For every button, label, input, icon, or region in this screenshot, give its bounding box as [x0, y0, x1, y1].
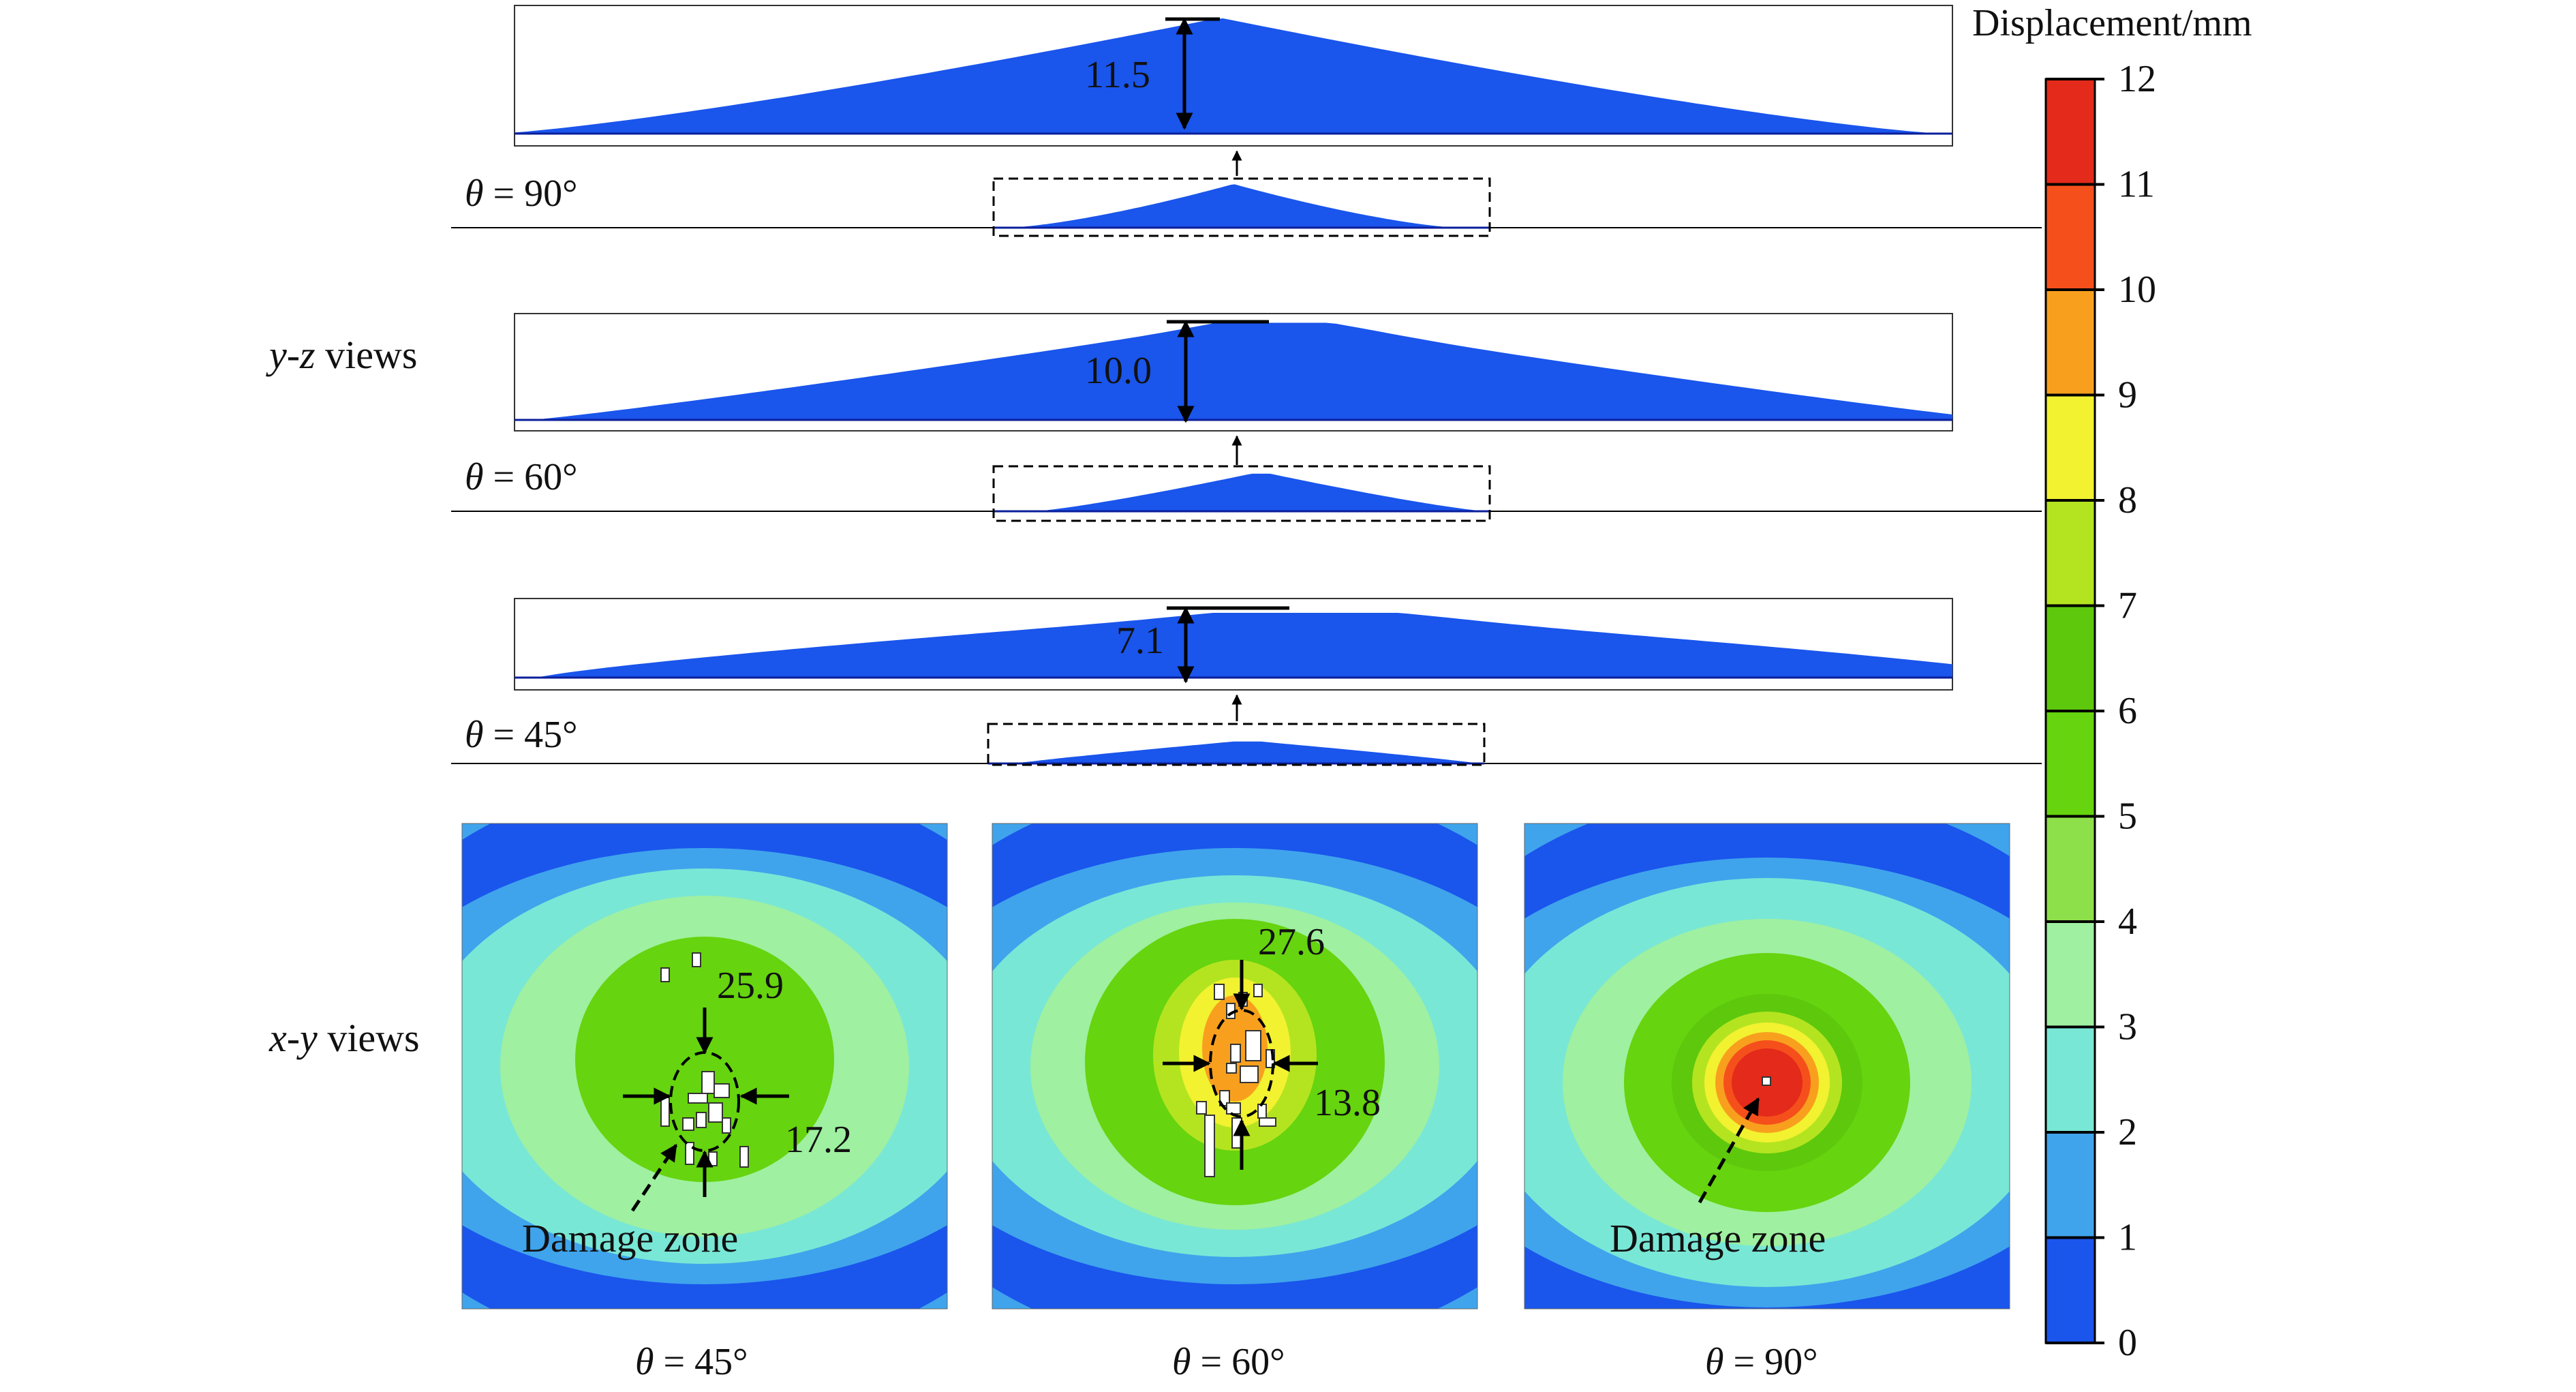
xy-contour: [1524, 823, 2010, 1309]
damage-pointer: [1698, 1097, 1760, 1204]
yz-views-label: y-z views: [266, 333, 417, 377]
xy-contour: [992, 823, 1477, 1309]
colorbar-title: Displacement/mm: [1972, 2, 2252, 44]
colorbar-tick-label: 12: [2118, 58, 2156, 100]
measure-value: 7.1: [1116, 620, 1164, 662]
colorbar-band: [2046, 500, 2095, 606]
contour-band: [515, 613, 1952, 678]
contour-band: [994, 184, 1490, 228]
colorbar-tick-label: 6: [2118, 690, 2137, 732]
theta-label: θ = 90°: [465, 172, 578, 215]
colorbar-tick-label: 9: [2118, 374, 2137, 417]
theta-label: θ = 60°: [465, 456, 578, 498]
contour-level: [575, 937, 834, 1182]
contour-band: [515, 18, 1952, 134]
xy-contour: [462, 823, 947, 1309]
theta-label: θ = 60°: [1172, 1341, 1285, 1383]
zoom-box: [992, 465, 1491, 522]
colorbar-band: [2046, 1132, 2095, 1238]
colorbar-band: [2046, 290, 2095, 395]
colorbar-tick-label: 11: [2118, 164, 2155, 206]
colorbar-band: [2046, 711, 2095, 817]
vertical-measure: 27.6: [1258, 921, 1325, 963]
xy-views-label: x-y views: [269, 1016, 420, 1060]
zoom-box: [992, 177, 1491, 237]
colorbar-tick-label: 10: [2118, 269, 2156, 311]
colorbar-tick-label: 5: [2118, 796, 2137, 838]
damage-elements: [1196, 984, 1276, 1177]
damage-zone-label: Damage zone: [1610, 1216, 1826, 1260]
theta-label: θ = 45°: [465, 714, 578, 756]
yz-large-contour: [515, 18, 1952, 135]
vertical-measure: 25.9: [717, 965, 784, 1007]
yz-small-contour: [994, 473, 1490, 513]
colorbar-tick-label: 3: [2118, 1006, 2137, 1048]
theta-label: θ = 90°: [1705, 1341, 1818, 1383]
zoom-box: [987, 723, 1486, 766]
colorbar-band: [2046, 184, 2095, 290]
colorbar-tick-label: 8: [2118, 479, 2137, 521]
yz-small-contour: [994, 184, 1490, 229]
colorbar-band: [2046, 1027, 2095, 1133]
yz-view-theta-60: 10.0 θ = 60°: [451, 313, 2042, 522]
colorbar-tick-label: 2: [2118, 1111, 2137, 1153]
colorbar-band: [2046, 79, 2095, 185]
colorbar-band: [2046, 605, 2095, 712]
colorbar-band: [2046, 922, 2095, 1027]
colorbar-tick-label: 1: [2118, 1217, 2137, 1259]
colorbar-band: [2046, 395, 2095, 501]
colorbar-tick-label: 0: [2118, 1322, 2137, 1364]
xy-view-theta-90: Damage zone θ = 90°: [1524, 823, 2010, 1383]
damage-elements: [660, 952, 749, 1168]
horizontal-measure: 17.2: [785, 1119, 852, 1161]
yz-large-contour: [515, 613, 1952, 679]
xy-frame: [461, 823, 948, 1310]
xy-frame: [992, 823, 1478, 1310]
yz-large-contour: [515, 322, 1952, 421]
horizontal-measure: 13.8: [1314, 1082, 1381, 1124]
yz-small-contour: [988, 741, 1484, 765]
contour-band: [994, 473, 1490, 511]
damage-element: [1762, 1076, 1771, 1086]
contour-band: [988, 741, 1484, 763]
damage-pointer: [630, 1143, 678, 1212]
colorbar-band: [2046, 1237, 2095, 1344]
colorbar-frame: [2044, 78, 2096, 1344]
xy-frame: [1524, 823, 2010, 1310]
damage-zone-label: Damage zone: [522, 1216, 738, 1260]
yz-view-theta-45: 7.1 θ = 45°: [451, 598, 2042, 766]
xy-view-theta-60: 27.6 13.8 θ = 60°: [992, 823, 1478, 1383]
contour-band: [515, 322, 1952, 420]
colorbar-tick-label: 4: [2118, 901, 2137, 943]
theta-label: θ = 45°: [635, 1341, 748, 1383]
colorbar-tick-label: 7: [2118, 585, 2137, 627]
measure-value: 11.5: [1085, 54, 1150, 96]
yz-view-theta-90: 11.5 θ = 90°: [451, 5, 2042, 237]
measure-value: 10.0: [1085, 350, 1152, 392]
colorbar-band: [2046, 816, 2095, 922]
xy-view-theta-45: 25.9 17.2 Damage zone θ = 45°: [461, 823, 948, 1383]
